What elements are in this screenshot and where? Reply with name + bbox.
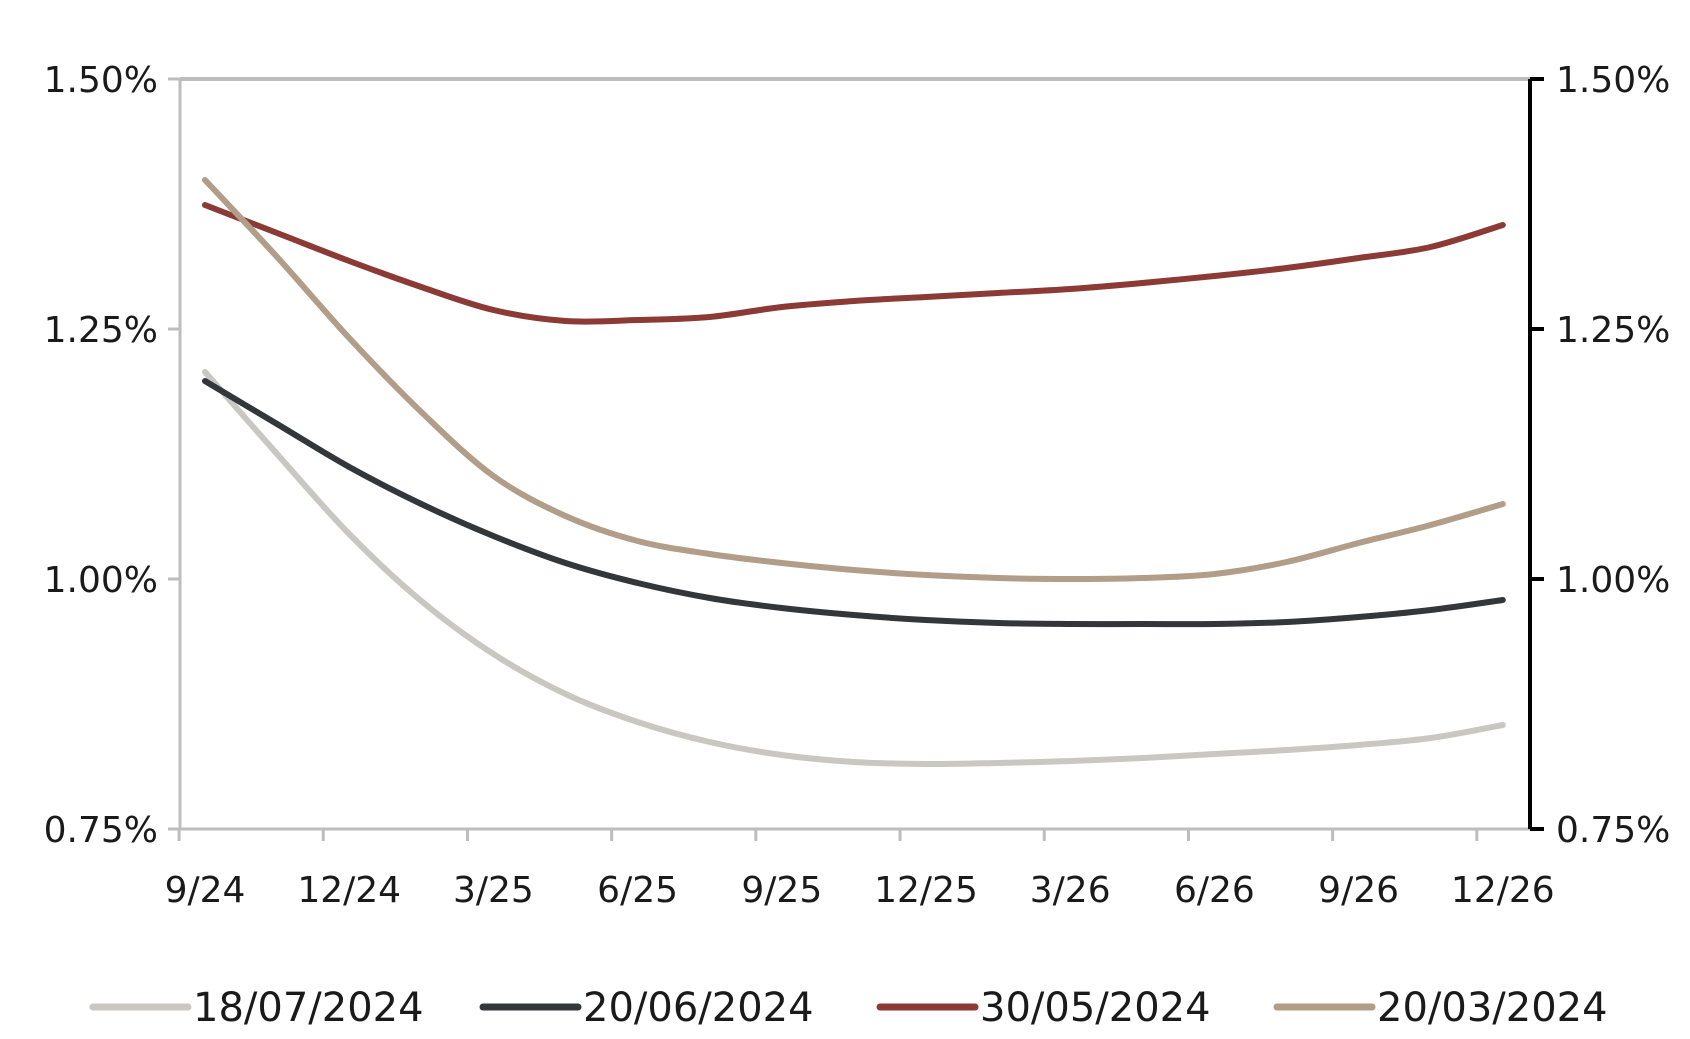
x-tick-label: 6/26: [1174, 870, 1255, 911]
x-tick-label: 9/24: [165, 870, 246, 911]
tick-labels: 0.75% 0.75% 1.00% 1.00% 1.25% 1.25% 1.50% 1.50%…: [44, 60, 1671, 911]
legend-label: 20/03/2024: [1377, 985, 1608, 1031]
left-y-tick-label: 1.25%: [44, 310, 158, 351]
series-line-2: [202, 378, 1506, 628]
series-layer: [202, 177, 1506, 768]
left-y-tick-label: 1.50%: [44, 60, 158, 101]
series-line-1: [202, 369, 1506, 768]
legend: 18/07/2024 20/06/2024 30/05/2024 20/03/2024: [89, 985, 1608, 1031]
legend-item: 20/06/2024: [479, 985, 814, 1031]
right-y-tick-label: 0.75%: [1556, 810, 1670, 851]
x-tick-label: 12/24: [297, 870, 401, 911]
x-tick-label: 12/26: [1451, 870, 1555, 911]
x-tick-label: 3/26: [1030, 870, 1111, 911]
x-tick-label: 9/25: [741, 870, 822, 911]
x-tick-label: 6/25: [597, 870, 678, 911]
legend-item: 20/03/2024: [1273, 985, 1608, 1031]
x-tick-label: 9/26: [1318, 870, 1399, 911]
plot-area: [180, 79, 1530, 829]
x-tick-label: 12/25: [874, 870, 978, 911]
right-y-tick-label: 1.25%: [1556, 310, 1670, 351]
legend-item: 30/05/2024: [876, 985, 1211, 1031]
axis-ticks: [168, 77, 1544, 841]
legend-label: 18/07/2024: [193, 985, 424, 1031]
right-y-tick-label: 1.00%: [1556, 560, 1670, 601]
legend-label: 20/06/2024: [583, 985, 814, 1031]
legend-label: 30/05/2024: [980, 985, 1211, 1031]
x-tick-label: 3/25: [453, 870, 534, 911]
left-y-tick-label: 0.75%: [44, 810, 158, 851]
left-y-tick-label: 1.00%: [44, 560, 158, 601]
series-line-3: [202, 202, 1506, 325]
legend-item: 18/07/2024: [89, 985, 424, 1031]
right-y-tick-label: 1.50%: [1556, 60, 1670, 101]
series-line-4: [202, 177, 1506, 582]
